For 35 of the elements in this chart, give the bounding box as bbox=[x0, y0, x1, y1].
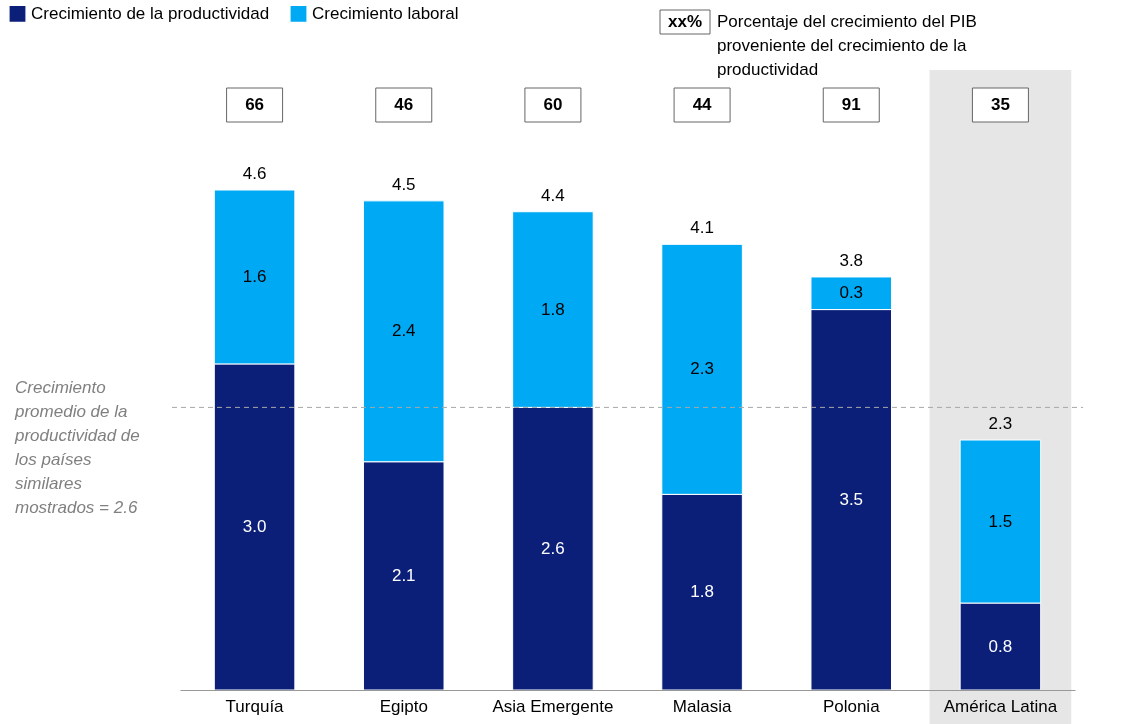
text: 66 bbox=[245, 95, 265, 114]
text: 44 bbox=[692, 95, 713, 114]
ref-line-label: Crecimiento promedio de la productividad de los países similares mostrados = 2.6 bbox=[14, 378, 140, 518]
total-label: 4.4 bbox=[541, 185, 565, 205]
total-label: 4.1 bbox=[690, 218, 714, 238]
x-tick-label: Asia Emergente bbox=[492, 696, 614, 716]
legend-label: Crecimiento laboral bbox=[312, 3, 459, 23]
data-label: 2.4 bbox=[391, 321, 416, 341]
data-label: 1.8 bbox=[690, 582, 714, 602]
text: 91 bbox=[841, 95, 861, 114]
data-label: 3.0 bbox=[242, 516, 267, 536]
data-label: 1.5 bbox=[988, 511, 1013, 531]
data-label: 3.5 bbox=[839, 489, 864, 509]
x-tick-label: Malasia bbox=[672, 696, 732, 716]
total-label: 4.5 bbox=[391, 174, 416, 194]
legend-label: Crecimiento de la productividad bbox=[31, 3, 270, 23]
data-label: 0.3 bbox=[839, 283, 864, 303]
total-label: 3.8 bbox=[839, 250, 864, 270]
x-tick-label: Egipto bbox=[379, 696, 428, 716]
text: Porcentaje del crecimiento del PIB proveniente del crecimiento de la productividad bbox=[717, 12, 977, 79]
data-label: 2.1 bbox=[391, 565, 416, 585]
x-tick-label: Polonia bbox=[822, 696, 881, 716]
x-tick-label: América Latina bbox=[943, 696, 1058, 716]
data-label: 2.6 bbox=[541, 538, 565, 558]
data-label: 1.6 bbox=[242, 266, 267, 286]
data-label: 2.3 bbox=[690, 359, 714, 379]
total-label: 4.6 bbox=[242, 164, 267, 183]
text: 35 bbox=[990, 95, 1010, 114]
text: 60 bbox=[543, 95, 563, 114]
data-label: 1.8 bbox=[541, 299, 565, 319]
text: xx% bbox=[667, 12, 703, 31]
x-tick-label: Turquía bbox=[225, 696, 285, 716]
total-label: 2.3 bbox=[988, 414, 1013, 433]
data-label: 0.8 bbox=[988, 636, 1013, 656]
text: 46 bbox=[394, 95, 414, 114]
